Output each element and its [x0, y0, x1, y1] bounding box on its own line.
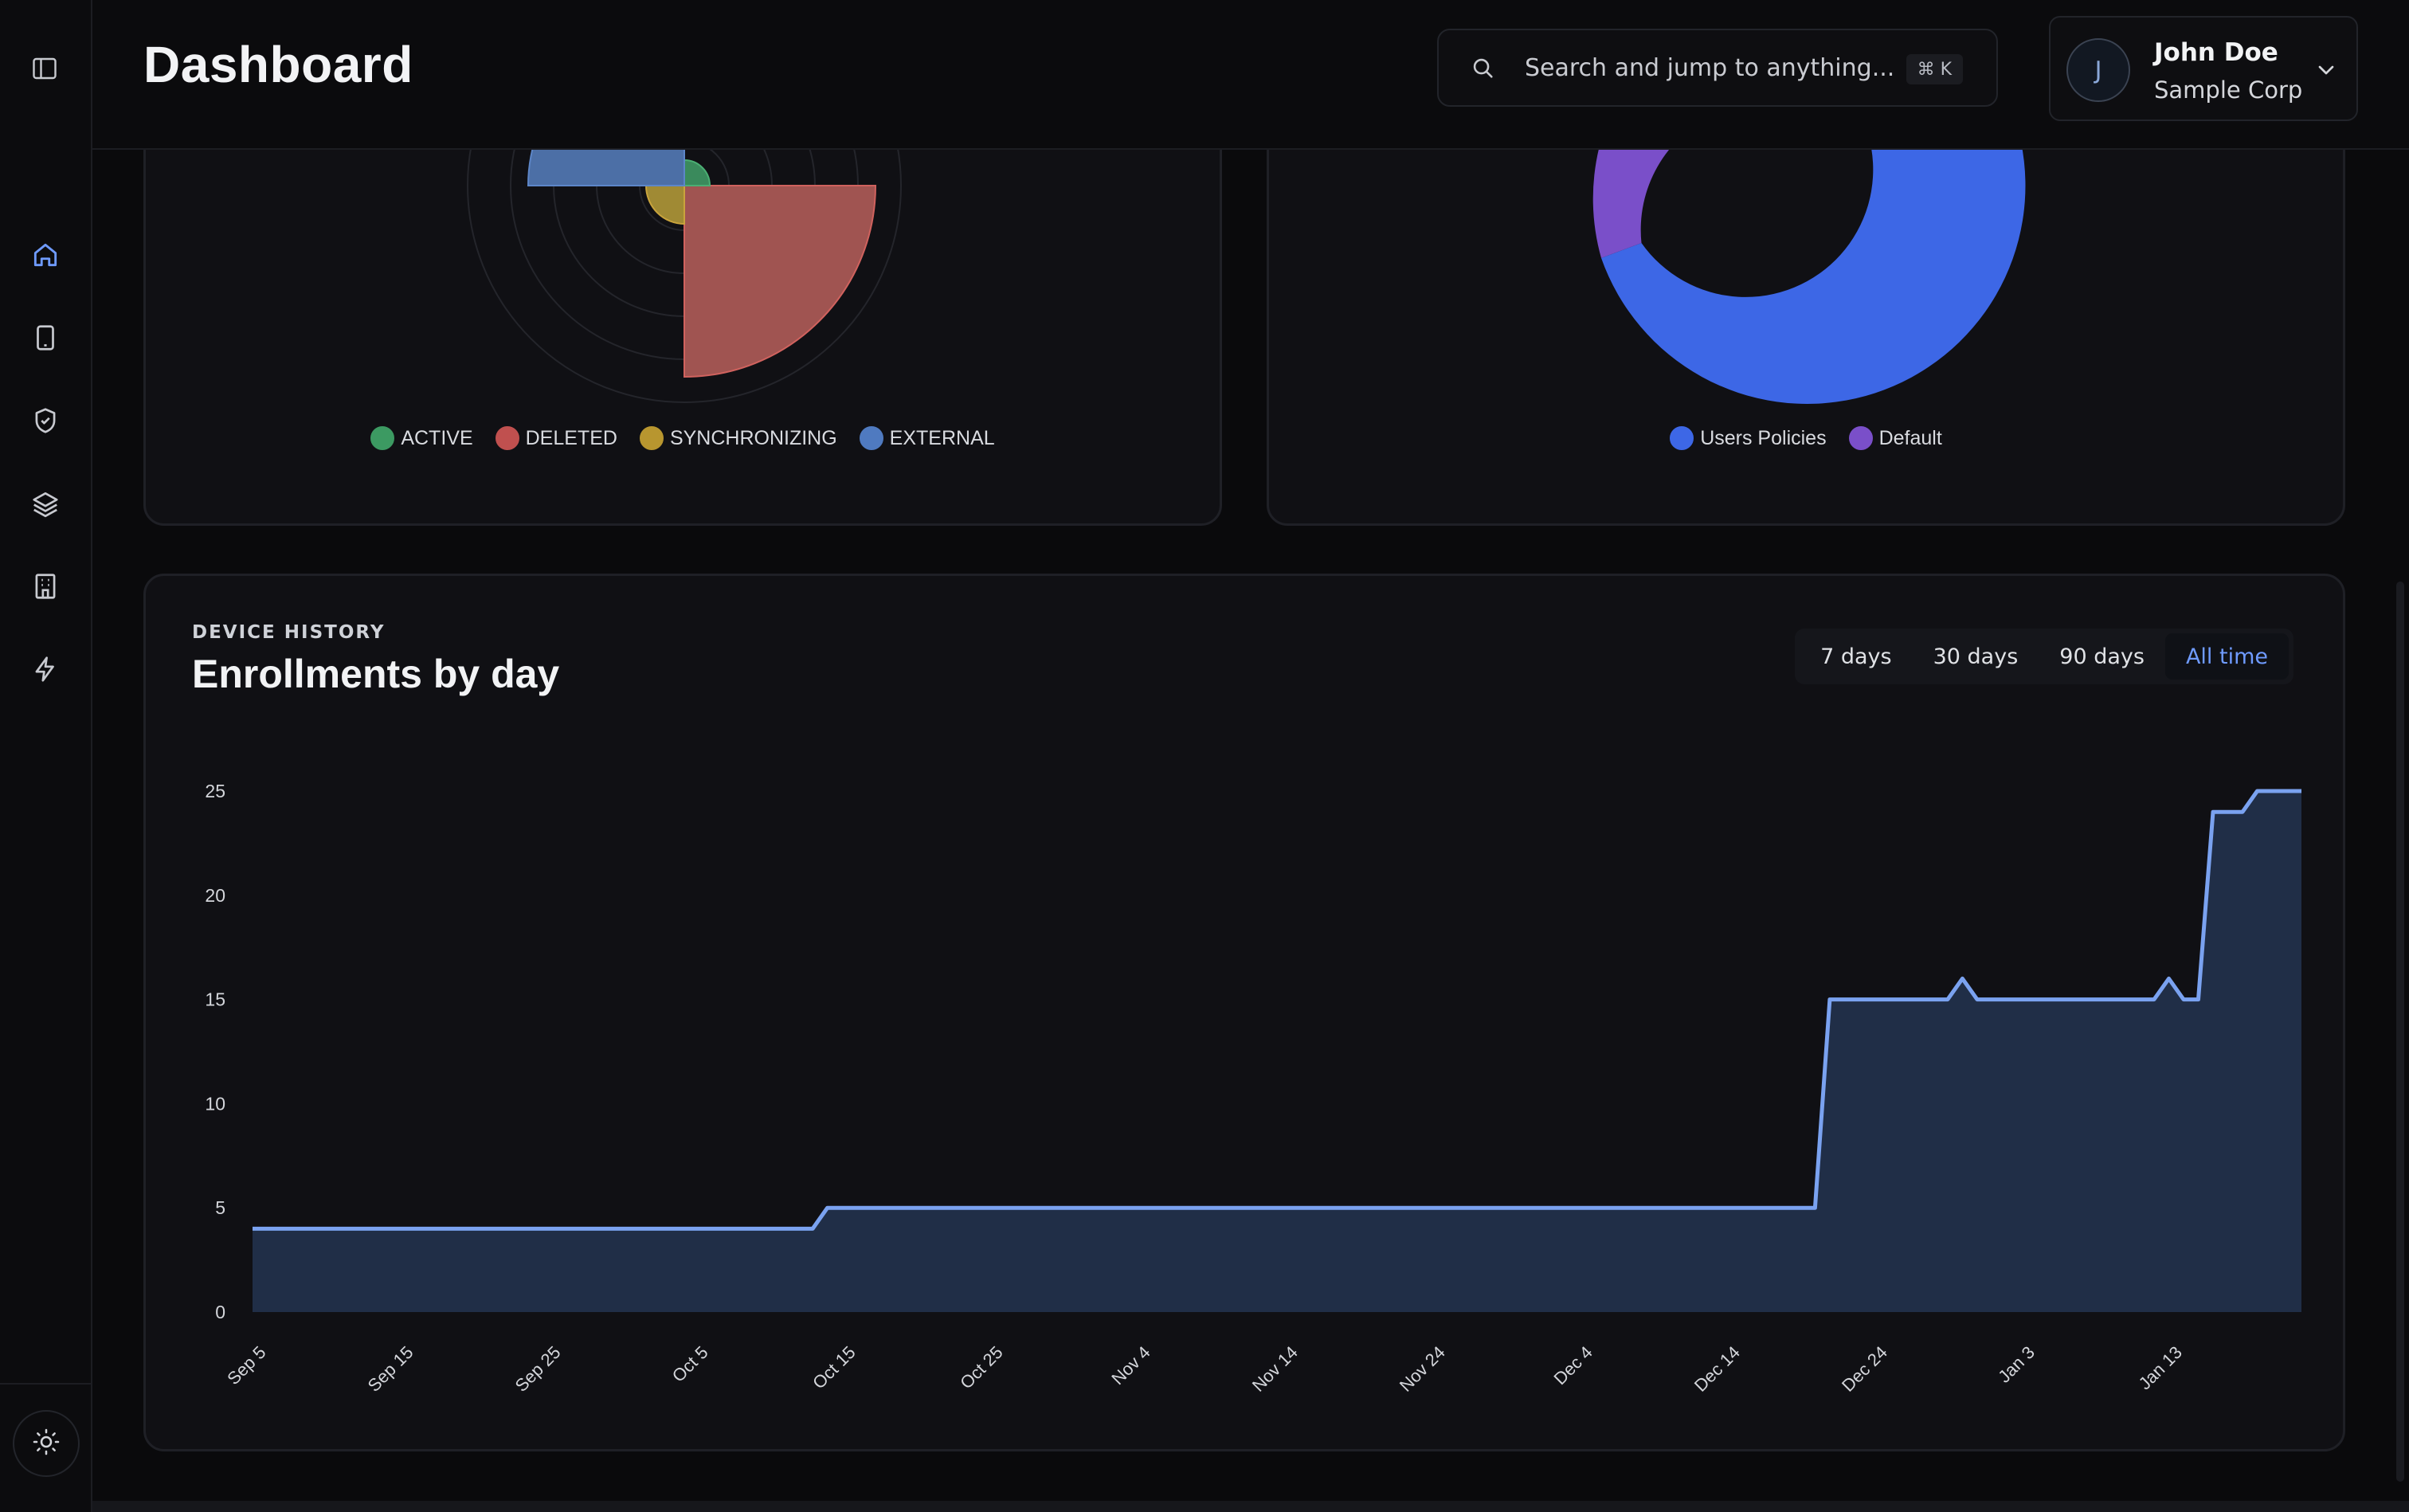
chevron-down-icon	[2313, 57, 2339, 86]
x-tick-label: Sep 25	[511, 1342, 565, 1396]
page-title: Dashboard	[143, 36, 413, 93]
x-tick-label: Nov 4	[1107, 1342, 1154, 1389]
enrollments-area	[253, 791, 2301, 1312]
sidebar-divider	[0, 1383, 91, 1385]
sun-icon	[32, 1428, 61, 1459]
status-legend-item[interactable]: ACTIVE	[370, 426, 473, 450]
segment-deleted[interactable]	[684, 185, 877, 378]
y-tick-label: 5	[215, 1197, 225, 1218]
x-tick-label: Oct 5	[668, 1342, 712, 1386]
sidebar-item-organization[interactable]	[0, 546, 91, 629]
segment-active[interactable]	[684, 159, 711, 186]
legend-label: EXTERNAL	[889, 426, 995, 449]
segment-synchronizing[interactable]	[644, 185, 685, 225]
user-menu-button[interactable]: J John Doe Sample Corp	[2049, 16, 2358, 121]
x-tick-label: Sep 5	[223, 1342, 269, 1389]
sidebar-item-layers[interactable]	[0, 464, 91, 546]
y-tick-label: 20	[205, 885, 225, 906]
x-tick-label: Oct 15	[809, 1342, 860, 1393]
theme-toggle-button[interactable]	[13, 1410, 80, 1477]
x-tick-label: Jan 13	[2135, 1342, 2186, 1393]
policy-legend-item[interactable]: Users Policies	[1670, 426, 1827, 450]
enrollments-area-chart: 0 5 10 15 20 25 Sep 5 Sep 15 Sep 25 Oct 5 Oct 15 Oc…	[205, 781, 2301, 1396]
x-tick-label: Dec 14	[1690, 1342, 1744, 1396]
sidebar-item-security[interactable]	[0, 381, 91, 464]
user-name: John Doe	[2154, 38, 2278, 67]
policy-card: Users Policies Default	[1267, 96, 2345, 526]
status-legend-item[interactable]: SYNCHRONIZING	[639, 426, 837, 450]
page-scrollbar[interactable]	[2396, 582, 2404, 1482]
status-legend-item[interactable]: DELETED	[495, 426, 617, 450]
legend-swatch	[1848, 426, 1873, 450]
range-option-all-time[interactable]: All time	[2164, 633, 2289, 680]
x-tick-label: Sep 15	[364, 1342, 417, 1396]
card-title: Enrollments by day	[192, 652, 560, 696]
sidebar-toggle-icon[interactable]	[29, 53, 61, 84]
device-icon	[30, 323, 61, 356]
legend-label: ACTIVE	[401, 426, 473, 449]
legend-swatch	[370, 426, 395, 450]
device-status-polar-chart	[467, 98, 902, 403]
policy-donut-chart	[1592, 98, 2026, 404]
sidebar-item-automation[interactable]	[0, 629, 91, 712]
sidebar	[0, 0, 92, 1512]
search-icon	[1469, 52, 1501, 84]
x-tick-label: Nov 14	[1248, 1342, 1302, 1396]
legend-label: SYNCHRONIZING	[669, 426, 837, 449]
legend-swatch	[639, 426, 664, 450]
sidebar-item-home[interactable]	[0, 215, 91, 298]
range-option-90-days[interactable]: 90 days	[2059, 644, 2145, 669]
layers-icon	[30, 488, 61, 522]
y-tick-label: 0	[215, 1302, 225, 1322]
policy-legend-item[interactable]: Default	[1848, 426, 1942, 450]
search-placeholder: Search and jump to anything...	[1525, 53, 1895, 82]
status-legend-item[interactable]: EXTERNAL	[859, 426, 995, 450]
card-eyebrow: DEVICE HISTORY	[192, 622, 386, 643]
range-option-30-days[interactable]: 30 days	[1933, 644, 2019, 669]
sidebar-nav	[0, 215, 91, 712]
shield-icon	[30, 405, 61, 439]
lightning-icon	[30, 654, 61, 687]
legend-swatch	[859, 426, 883, 450]
search-input[interactable]: Search and jump to anything... ⌘ K	[1437, 29, 1998, 107]
range-option-7-days[interactable]: 7 days	[1820, 644, 1892, 669]
device-status-card: ACTIVE DELETED SYNCHRONIZING EXTERNAL	[143, 96, 1222, 526]
legend-swatch	[1670, 426, 1694, 450]
legend-label: Users Policies	[1700, 426, 1827, 449]
x-tick-label: Dec 24	[1838, 1342, 1891, 1396]
avatar: J	[2066, 38, 2130, 102]
sidebar-item-devices[interactable]	[0, 298, 91, 381]
x-tick-label: Jan 3	[1994, 1342, 2039, 1387]
x-tick-label: Dec 4	[1550, 1342, 1596, 1389]
range-selector: 7 days 30 days 90 days All time	[1795, 629, 2293, 684]
legend-swatch	[495, 426, 519, 450]
y-tick-label: 15	[205, 989, 225, 1010]
y-tick-label: 10	[205, 1093, 225, 1114]
x-tick-label: Nov 24	[1396, 1342, 1449, 1396]
bottom-edge	[92, 1501, 2409, 1512]
search-shortcut-badge: ⌘ K	[1906, 54, 1963, 84]
device-history-card: 0 5 10 15 20 25 Sep 5 Sep 15 Sep 25 Oct 5 Oct 15 Oc…	[143, 574, 2345, 1451]
home-icon	[30, 240, 61, 273]
x-tick-label: Oct 25	[956, 1342, 1007, 1393]
segment-users-policies[interactable]	[1601, 98, 2026, 404]
top-header: Dashboard Search and jump to anything...…	[92, 0, 2409, 150]
device-status-legend: ACTIVE DELETED SYNCHRONIZING EXTERNAL	[146, 426, 1220, 450]
user-organization: Sample Corp	[2154, 76, 2303, 104]
legend-label: DELETED	[525, 426, 617, 449]
building-icon	[30, 571, 61, 605]
y-tick-label: 25	[205, 781, 225, 801]
enrollments-line[interactable]	[253, 789, 2301, 1231]
legend-label: Default	[1878, 426, 1942, 449]
policy-legend: Users Policies Default	[1269, 426, 2343, 450]
